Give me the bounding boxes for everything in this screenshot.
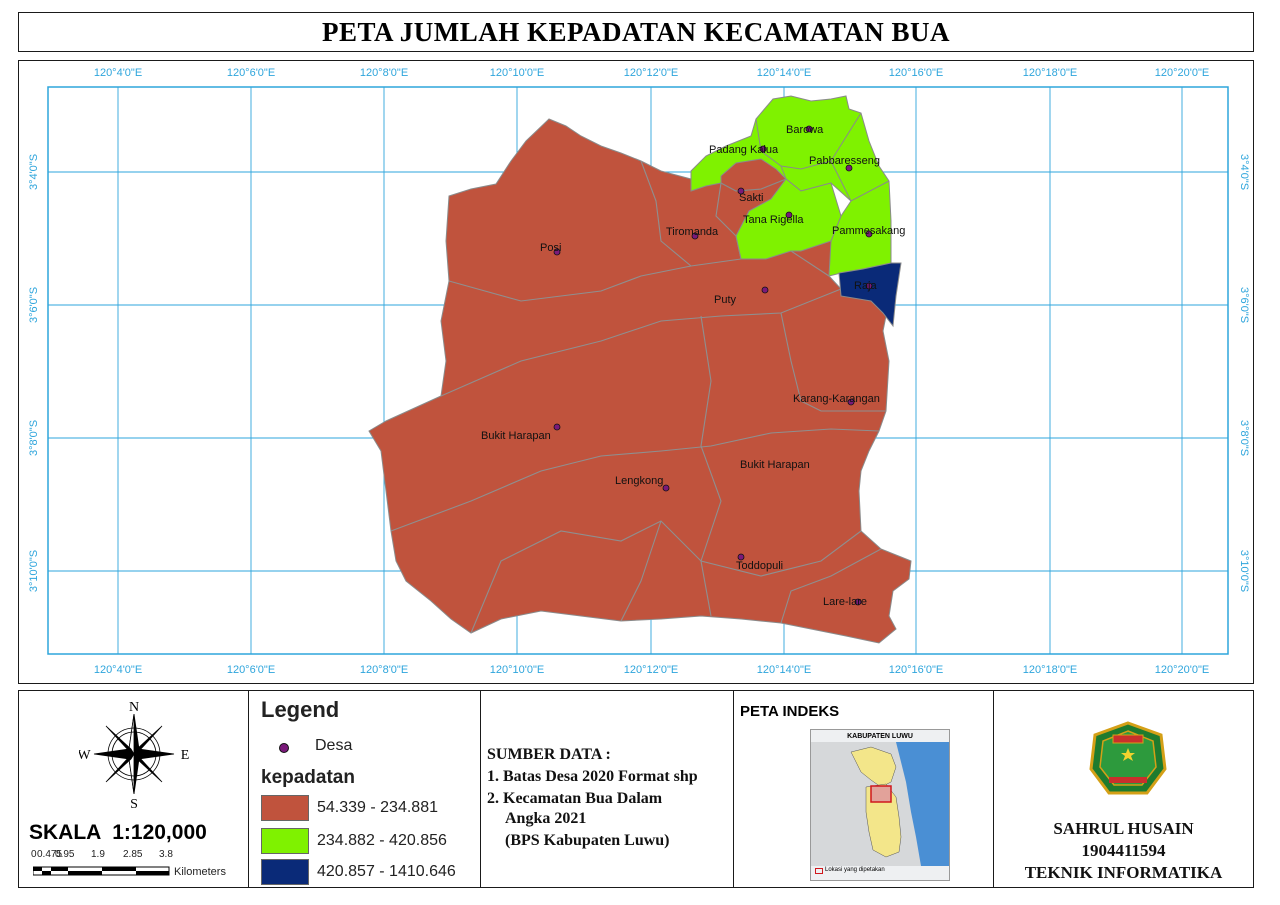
- source-heading: SUMBER DATA :: [487, 746, 611, 763]
- legend-swatch-high: [261, 859, 309, 885]
- legend-class-label: 234.882 - 420.856: [317, 832, 447, 849]
- map-neatline: [47, 86, 1229, 655]
- legend-swatch-medium: [261, 828, 309, 854]
- village-label: Barowa: [786, 124, 824, 136]
- regency-logo: [1089, 721, 1167, 795]
- legend-cell: Legend Desa kepadatan 54.339 - 234.881 2…: [249, 691, 481, 887]
- author-dept: TEKNIK INFORMATIKA: [1024, 863, 1223, 882]
- map-title: PETA JUMLAH KEPADATAN KECAMATAN BUA: [18, 12, 1254, 52]
- scale-ticks: 0 0.475 0.95 1.9 2.85 3.8: [31, 849, 173, 860]
- source-cell: SUMBER DATA : 1. Batas Desa 2020 Format …: [481, 691, 734, 887]
- village-points: [553, 125, 873, 606]
- svg-text:120°20'0"E: 120°20'0"E: [1155, 664, 1209, 676]
- village-label: Raja: [854, 280, 878, 292]
- village-label: Tana Rigella: [743, 214, 804, 226]
- district-medium-density: [690, 95, 892, 277]
- sakti-area: [720, 158, 787, 192]
- svg-text:3°4'0"S: 3°4'0"S: [28, 154, 40, 190]
- desa-point-icon: [279, 743, 289, 753]
- lon-labels-bottom: 120°4'0"E 120°6'0"E 120°8'0"E 120°10'0"E…: [94, 664, 1209, 676]
- svg-text:120°12'0"E: 120°12'0"E: [624, 67, 678, 79]
- compass-e: E: [181, 748, 189, 763]
- compass-n: N: [129, 700, 139, 715]
- svg-text:3°4'0"S: 3°4'0"S: [1238, 154, 1250, 190]
- lat-labels-right: 3°4'0"S 3°6'0"S 3°8'0"S 3°10'0"S: [1238, 154, 1250, 592]
- author-cell: SAHRUL HUSAIN 1904411594 TEKNIK INFORMAT…: [994, 691, 1253, 887]
- lat-labels-left: 3°4'0"S 3°6'0"S 3°8'0"S 3°10'0"S: [28, 154, 40, 592]
- compass-w: W: [79, 748, 91, 763]
- compass-rose-icon: N S W E: [79, 700, 189, 809]
- svg-text:3°8'0"S: 3°8'0"S: [28, 420, 40, 456]
- index-map-caption: Lokasi yang dipetakan: [825, 867, 885, 873]
- legend-class-title: kepadatan: [261, 767, 355, 788]
- index-map-caption-swatch: [815, 868, 823, 874]
- legend-class-label: 54.339 - 234.881: [317, 799, 438, 816]
- village-label: Pabbaresseng: [809, 155, 880, 167]
- village-label: Bukit Harapan: [481, 430, 551, 442]
- village-label: Pammesakang: [832, 225, 905, 237]
- svg-text:120°8'0"E: 120°8'0"E: [360, 67, 408, 79]
- source-line: (BPS Kabupaten Luwu): [505, 832, 670, 849]
- source-line: 2. Kecamatan Bua Dalam: [487, 790, 663, 807]
- village-label: Karang-Karangan: [793, 393, 880, 405]
- author-name: SAHRUL HUSAIN: [1053, 819, 1194, 838]
- index-map-cell: PETA INDEKS KABUPATEN LUWU Lokasi yang d…: [734, 691, 994, 887]
- village-label: Padang Kalua: [709, 144, 779, 156]
- svg-text:120°16'0"E: 120°16'0"E: [889, 664, 943, 676]
- index-map-heading: PETA INDEKS: [740, 703, 840, 720]
- village-boundaries: [390, 160, 886, 634]
- index-map-graphic: [811, 742, 949, 866]
- scale-unit: Kilometers: [174, 866, 226, 878]
- index-map-inset: KABUPATEN LUWU Lokasi yang dipetakan: [810, 729, 950, 881]
- legend-class-label: 420.857 - 1410.646: [317, 863, 456, 880]
- svg-text:120°16'0"E: 120°16'0"E: [889, 67, 943, 79]
- village-label: Tiromanda: [666, 226, 719, 238]
- svg-text:120°18'0"E: 120°18'0"E: [1023, 664, 1077, 676]
- source-line: Angka 2021: [505, 810, 587, 827]
- svg-text:3°6'0"S: 3°6'0"S: [1238, 287, 1250, 323]
- svg-text:120°4'0"E: 120°4'0"E: [94, 67, 142, 79]
- svg-text:3°10'0"S: 3°10'0"S: [1238, 550, 1250, 592]
- svg-text:120°10'0"E: 120°10'0"E: [490, 67, 544, 79]
- compass-s: S: [130, 797, 138, 809]
- svg-text:120°14'0"E: 120°14'0"E: [757, 664, 811, 676]
- source-line: 1. Batas Desa 2020 Format shp: [487, 768, 698, 785]
- svg-text:120°4'0"E: 120°4'0"E: [94, 664, 142, 676]
- village-label: Lengkong: [615, 475, 663, 487]
- village-label: Posi: [540, 242, 561, 254]
- svg-text:3°10'0"S: 3°10'0"S: [28, 550, 40, 592]
- village-label: Toddopuli: [736, 560, 783, 572]
- lon-labels-top: 120°4'0"E 120°6'0"E 120°8'0"E 120°10'0"E…: [94, 67, 1209, 79]
- svg-text:3°8'0"S: 3°8'0"S: [1238, 420, 1250, 456]
- svg-text:120°14'0"E: 120°14'0"E: [757, 67, 811, 79]
- compass-scale-cell: N S W E SKALA 1:120,000 0 0.475 0.95 1.9…: [19, 691, 249, 887]
- map-frame: Barowa Padang Kalua Pabbaresseng Sakti T…: [18, 60, 1254, 684]
- legend-swatch-low: [261, 795, 309, 821]
- svg-text:120°6'0"E: 120°6'0"E: [227, 664, 275, 676]
- svg-text:120°8'0"E: 120°8'0"E: [360, 664, 408, 676]
- info-panel: N S W E SKALA 1:120,000 0 0.475 0.95 1.9…: [18, 690, 1254, 888]
- village-label: Sakti: [739, 192, 763, 204]
- svg-text:120°12'0"E: 120°12'0"E: [624, 664, 678, 676]
- village-label: Puty: [714, 294, 737, 306]
- legend-title: Legend: [261, 697, 340, 722]
- scale-text: SKALA 1:120,000: [29, 821, 207, 844]
- svg-text:120°6'0"E: 120°6'0"E: [227, 67, 275, 79]
- village-label: Lare-lare: [823, 596, 867, 608]
- scale-bar: [33, 866, 170, 876]
- map-canvas: Barowa Padang Kalua Pabbaresseng Sakti T…: [28, 67, 1250, 676]
- svg-text:120°20'0"E: 120°20'0"E: [1155, 67, 1209, 79]
- index-map-inset-title: KABUPATEN LUWU: [847, 733, 913, 740]
- svg-text:3°6'0"S: 3°6'0"S: [28, 287, 40, 323]
- svg-text:120°18'0"E: 120°18'0"E: [1023, 67, 1077, 79]
- village-label: Bukit Harapan: [740, 459, 810, 471]
- svg-text:120°10'0"E: 120°10'0"E: [490, 664, 544, 676]
- author-id: 1904411594: [1081, 841, 1166, 860]
- legend-desa-label: Desa: [315, 737, 353, 754]
- district-high-density: [838, 262, 902, 328]
